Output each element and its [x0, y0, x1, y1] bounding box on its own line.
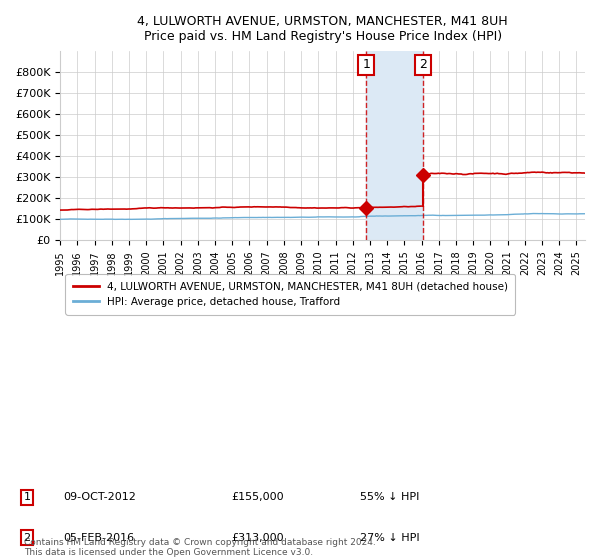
Text: £313,000: £313,000 [231, 533, 284, 543]
Text: Contains HM Land Registry data © Crown copyright and database right 2024.
This d: Contains HM Land Registry data © Crown c… [24, 538, 376, 557]
Bar [366, 51, 423, 240]
Text: 1: 1 [362, 58, 370, 71]
Text: £155,000: £155,000 [231, 492, 284, 502]
Legend: 4, LULWORTH AVENUE, URMSTON, MANCHESTER, M41 8UH (detached house), HPI: Average : 4, LULWORTH AVENUE, URMSTON, MANCHESTER,… [65, 274, 515, 315]
Text: 27% ↓ HPI: 27% ↓ HPI [360, 533, 419, 543]
Text: 2: 2 [23, 533, 31, 543]
Title: 4, LULWORTH AVENUE, URMSTON, MANCHESTER, M41 8UH
Price paid vs. HM Land Registry: 4, LULWORTH AVENUE, URMSTON, MANCHESTER,… [137, 15, 508, 43]
Text: 1: 1 [23, 492, 31, 502]
Text: 09-OCT-2012: 09-OCT-2012 [63, 492, 136, 502]
Text: 55% ↓ HPI: 55% ↓ HPI [360, 492, 419, 502]
Text: 05-FEB-2016: 05-FEB-2016 [63, 533, 134, 543]
Text: 2: 2 [419, 58, 427, 71]
